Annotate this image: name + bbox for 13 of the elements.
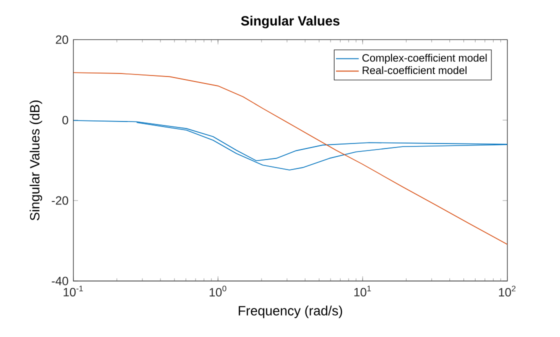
x-tick-label: 10$^{2}$ [499, 286, 516, 297]
x-tick-label: 10$^{0}$ [210, 286, 226, 297]
legend-label: Real-coefficient model [362, 66, 466, 74]
y-tick-label: 0 [62, 116, 68, 124]
x-tick-label: 10$^{1}$ [354, 286, 371, 296]
x-tick-label: 10$^{-1}$ [64, 286, 83, 296]
x-axis-title: Frequency (rad/s) [238, 306, 342, 318]
y-tick-label: 20 [56, 35, 68, 44]
chart-title: Singular Values [241, 16, 340, 28]
y-axis-title: Singular Values (dB) [30, 100, 42, 220]
y-tick-label: -40 [52, 276, 68, 286]
legend-label: Complex-coefficient model [362, 54, 487, 64]
y-tick-label: -20 [52, 196, 68, 205]
